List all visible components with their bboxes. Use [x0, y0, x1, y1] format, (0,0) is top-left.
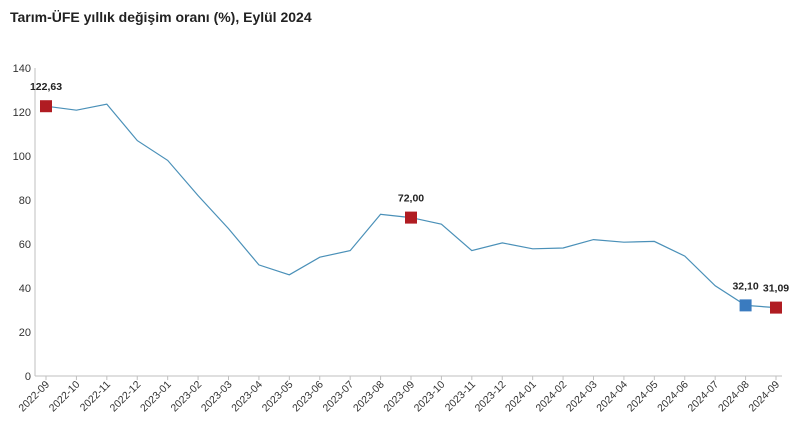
x-tick-label: 2024-09	[746, 379, 782, 415]
x-tick-label: 2023-01	[138, 379, 174, 415]
x-tick-label: 2023-08	[351, 379, 387, 415]
data-label: 31,09	[763, 283, 789, 295]
x-tick-label: 2023-12	[473, 379, 509, 415]
y-tick-label: 80	[19, 195, 31, 207]
data-point-marker	[739, 299, 752, 312]
x-tick-label: 2023-05	[260, 379, 296, 415]
y-tick-label: 140	[13, 63, 31, 75]
x-axis-ticks: 2022-092022-102022-112022-122023-012023-…	[16, 376, 782, 414]
x-tick-label: 2022-10	[47, 379, 83, 415]
y-tick-label: 20	[19, 327, 31, 339]
x-tick-label: 2024-02	[533, 379, 569, 415]
marker-group: 122,63 72,00 32,10 31,09	[30, 81, 789, 314]
x-tick-label: 2024-05	[625, 379, 661, 415]
x-tick-label: 2023-10	[412, 379, 448, 415]
y-tick-label: 60	[19, 239, 31, 251]
chart-title: Tarım-ÜFE yıllık değişim oranı (%), Eylü…	[10, 9, 312, 25]
data-label: 32,10	[732, 280, 758, 292]
x-tick-label: 2022-09	[16, 379, 52, 415]
x-tick-label: 2023-09	[381, 379, 417, 415]
x-tick-label: 2023-03	[199, 379, 235, 415]
y-tick-label: 120	[13, 107, 31, 119]
x-tick-label: 2024-01	[503, 379, 539, 415]
data-label: 122,63	[30, 81, 62, 93]
x-tick-label: 2022-12	[108, 379, 144, 415]
data-point-marker	[405, 211, 417, 224]
x-tick-label: 2023-07	[321, 379, 357, 415]
x-tick-label: 2024-08	[716, 379, 752, 415]
x-tick-label: 2023-11	[443, 379, 478, 414]
x-tick-label: 2024-04	[594, 379, 630, 415]
y-tick-label: 0	[25, 371, 31, 383]
x-tick-label: 2024-03	[564, 379, 600, 415]
data-point-marker	[770, 301, 782, 314]
data-point-marker	[40, 100, 52, 113]
x-tick-label: 2024-06	[655, 379, 691, 415]
y-tick-label: 100	[13, 151, 31, 163]
x-tick-label: 2023-06	[290, 379, 326, 415]
series-line	[45, 103, 777, 309]
x-tick-label: 2023-04	[229, 379, 265, 415]
x-tick-label: 2023-02	[168, 379, 204, 415]
y-axis-ticks: 0 20 40 60 80 100 120 140	[13, 63, 31, 383]
chart-axes	[34, 68, 782, 377]
data-label: 72,00	[398, 193, 424, 205]
series-line-group	[45, 103, 777, 309]
x-tick-label: 2022-11	[78, 379, 113, 414]
x-tick-label: 2024-07	[686, 379, 722, 415]
y-tick-label: 40	[19, 283, 31, 295]
